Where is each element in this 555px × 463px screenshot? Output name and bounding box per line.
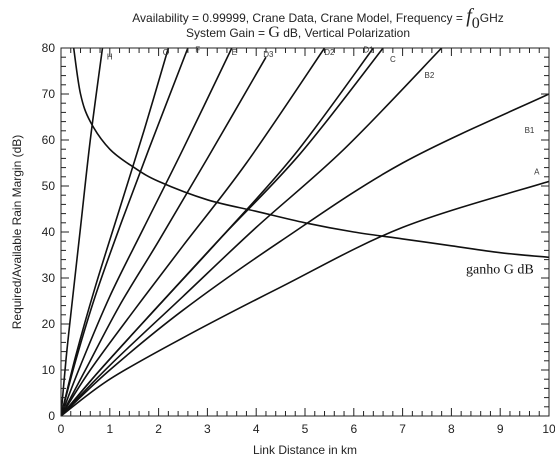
y-tick-label: 80 (42, 41, 56, 55)
series-line-f (61, 48, 189, 416)
x-tick-label: 2 (155, 422, 162, 436)
plot-frame (60, 47, 550, 417)
series-line-b1 (61, 93, 549, 416)
plot-area (61, 48, 549, 416)
x-tick-label: 1 (106, 422, 113, 436)
curve-label-a: A (534, 168, 540, 177)
title2-symbol: G (268, 24, 280, 41)
x-tick-label: 4 (253, 422, 260, 436)
y-tick-label: 50 (42, 179, 56, 193)
curve-label-d3: D3 (263, 50, 274, 59)
curve-label-h: H (107, 53, 113, 62)
y-tick-label: 20 (42, 317, 56, 331)
series-line-g (61, 48, 170, 416)
curve-label-b2: B2 (425, 71, 435, 80)
y-tick-label: 30 (42, 271, 56, 285)
title1-subscript: 0 (472, 15, 480, 32)
gain-curve-annotation: ganho G dB (466, 262, 534, 277)
curve-label-e: E (232, 48, 237, 57)
series-line-b2 (61, 48, 443, 416)
title2-suffix: dB, Vertical Polarization (280, 26, 410, 40)
chart-title-line2: System Gain = G dB, Vertical Polarizatio… (186, 24, 410, 41)
x-tick-label: 6 (350, 422, 357, 436)
series-line-c (61, 48, 384, 416)
x-axis-label: Link Distance in km (253, 443, 357, 457)
curve-label-g: G (163, 48, 169, 57)
title1-prefix: Availability = 0.99999, Crane Data, Cran… (132, 11, 466, 25)
series-line-ganho-g-db (72, 48, 549, 259)
y-tick-label: 10 (42, 363, 56, 377)
curve-label-d1: D1 (363, 46, 374, 55)
curve-label-c: C (390, 55, 396, 64)
y-tick-label: 60 (42, 133, 56, 147)
curve-label-f: F (195, 46, 200, 55)
x-tick-label: 10 (542, 422, 555, 436)
y-tick-label: 0 (48, 409, 55, 423)
title2-prefix: System Gain = (186, 26, 268, 40)
x-tick-label: 7 (399, 422, 406, 436)
curve-label-d2: D2 (324, 48, 335, 57)
y-tick-label: 70 (42, 87, 56, 101)
chart-title-line1: Availability = 0.99999, Crane Data, Cran… (132, 5, 504, 32)
x-tick-label: 8 (448, 422, 455, 436)
axis-ticks: 0 1 2 3 4 5 6 7 8 9 10 0 10 20 30 40 50 60 70 80 (42, 41, 555, 436)
y-axis-label: Required/Available Rain Margin (dB) (10, 135, 24, 330)
series-line-a (61, 180, 549, 416)
y-tick-label: 40 (42, 225, 56, 239)
x-tick-label: 3 (204, 422, 211, 436)
series-line-d3 (61, 56, 267, 416)
title1-suffix: GHz (480, 11, 504, 25)
x-tick-label: 9 (497, 422, 504, 436)
series-line-d2 (61, 48, 326, 416)
series-line-e (61, 48, 233, 416)
curve-label-b1: B1 (525, 126, 535, 135)
title1-symbol: f (466, 5, 474, 27)
x-tick-label: 0 (58, 422, 65, 436)
x-tick-label: 5 (302, 422, 309, 436)
